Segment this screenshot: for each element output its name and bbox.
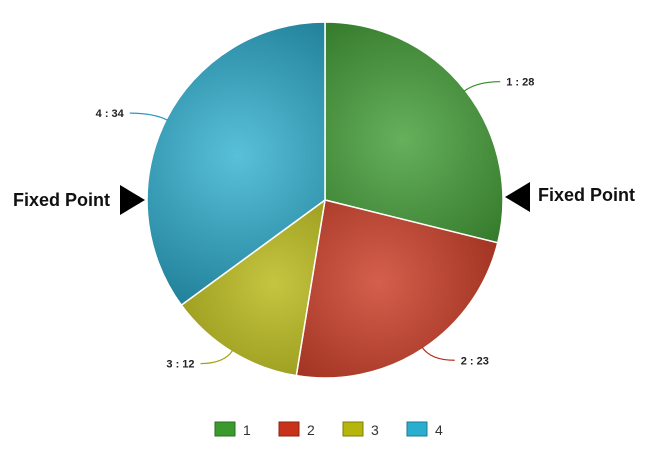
leader-line-3	[200, 349, 234, 365]
annotation-left: Fixed Point	[13, 185, 145, 215]
legend-label-4: 4	[435, 422, 443, 438]
legend-item-4[interactable]: 4	[406, 421, 443, 438]
legend-label-3: 3	[371, 422, 379, 438]
data-label-3: 3 : 12	[166, 359, 194, 371]
legend-label-1: 1	[243, 422, 251, 438]
pie-data-labels: 1 : 28 2 : 23 3 : 12 4 : 34	[96, 77, 535, 371]
leader-line-2	[421, 346, 455, 361]
legend-swatch-1	[214, 421, 236, 437]
legend-swatch-2	[278, 421, 300, 437]
annotation-right: Fixed Point	[505, 182, 635, 212]
pie-slices	[146, 21, 504, 379]
annotation-right-text: Fixed Point	[538, 185, 635, 205]
legend-swatch-3	[342, 421, 364, 437]
data-label-2: 2 : 23	[461, 355, 489, 367]
legend-item-1[interactable]: 1	[214, 421, 251, 438]
data-label-4: 4 : 34	[96, 108, 125, 120]
annotations: Fixed Point Fixed Point	[13, 182, 635, 215]
legend-item-2[interactable]: 2	[278, 421, 315, 438]
annotation-left-text: Fixed Point	[13, 190, 110, 210]
leader-line-4	[129, 112, 169, 121]
triangle-pointer-left-icon	[505, 182, 530, 212]
triangle-pointer-right-icon	[120, 185, 145, 215]
legend-swatch-4	[406, 421, 428, 437]
leader-line-1	[463, 81, 501, 93]
legend: 1 2 3 4	[214, 421, 443, 438]
data-label-1: 1 : 28	[506, 77, 534, 89]
legend-label-2: 2	[307, 422, 315, 438]
legend-item-3[interactable]: 3	[342, 421, 379, 438]
